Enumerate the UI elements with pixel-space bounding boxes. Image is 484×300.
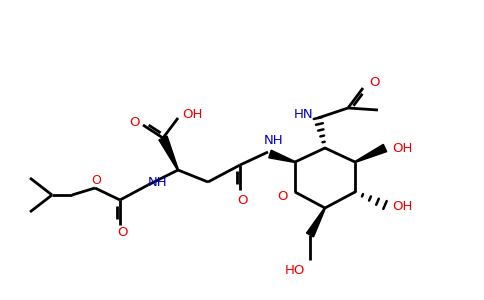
Text: NH: NH [264, 134, 284, 146]
Text: HN: HN [294, 109, 314, 122]
Polygon shape [355, 144, 387, 163]
Text: OH: OH [392, 200, 412, 212]
Polygon shape [269, 150, 295, 163]
Text: O: O [237, 194, 247, 206]
Text: O: O [130, 116, 140, 130]
Text: HO: HO [285, 263, 305, 277]
Text: O: O [117, 226, 127, 239]
Text: NH: NH [148, 176, 168, 190]
Text: O: O [370, 76, 380, 89]
Text: O: O [278, 190, 288, 202]
Text: O: O [91, 175, 101, 188]
Text: OH: OH [392, 142, 412, 155]
Text: OH: OH [182, 109, 202, 122]
Polygon shape [306, 208, 325, 237]
Polygon shape [159, 136, 179, 170]
